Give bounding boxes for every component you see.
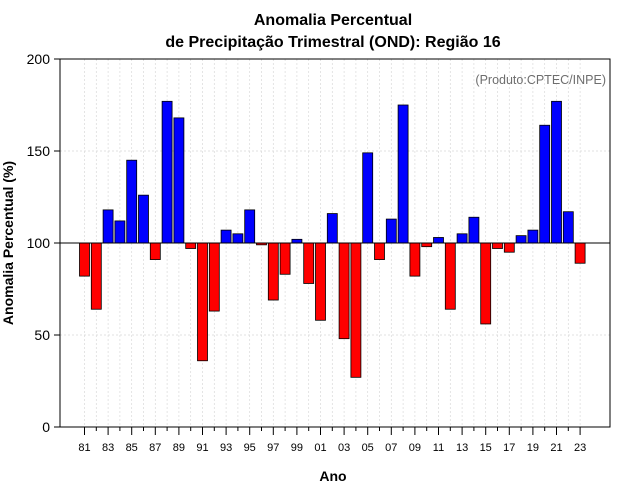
x-tick-label: 99 — [291, 442, 303, 454]
x-tick-label: 17 — [503, 442, 515, 454]
bar-1986 — [138, 194, 149, 244]
bar-2006 — [374, 242, 385, 260]
bar-2022 — [562, 211, 574, 244]
bar-2001 — [315, 242, 326, 321]
bar-2009 — [409, 242, 421, 277]
x-axis-title: Ano — [319, 468, 346, 484]
y-tick-label: 50 — [34, 327, 50, 343]
x-tick-label: 05 — [362, 442, 374, 454]
x-tick-label: 13 — [456, 442, 468, 454]
x-tick-label: 19 — [527, 442, 539, 454]
bar-2013 — [456, 233, 468, 244]
bar-2000 — [303, 242, 315, 284]
x-tick-label: 09 — [409, 442, 421, 454]
plot-frame — [59, 58, 611, 428]
chart-title-line2: de Precipitação Trimestral (OND): Região… — [165, 34, 500, 51]
x-tick-label: 23 — [574, 442, 586, 454]
bar-2023 — [574, 242, 586, 264]
x-axis: 81 83 85 87 89 91 93 95 97 99 01 03 05 07 09 11 13 15 17 19… — [78, 427, 586, 454]
bar-1990 — [185, 242, 197, 249]
x-tick-label: 81 — [78, 442, 90, 454]
x-tick-label: 21 — [550, 442, 562, 454]
y-tick-label: 200 — [27, 51, 51, 67]
bar-2004 — [350, 242, 362, 378]
credit-label: (Produto:CPTEC/INPE) — [475, 73, 606, 87]
bar-1992 — [208, 242, 220, 312]
bar-1994 — [232, 233, 244, 244]
x-tick-label: 03 — [338, 442, 350, 454]
bar-1991 — [197, 242, 208, 362]
y-tick-label: 150 — [27, 143, 51, 159]
bar-1981 — [79, 242, 90, 277]
bar-2011 — [433, 237, 444, 244]
bar-2007 — [385, 218, 397, 244]
bar-1987 — [149, 242, 161, 260]
bar-2017 — [503, 242, 515, 253]
bar-1988 — [161, 100, 173, 244]
bar-1993 — [220, 229, 232, 244]
y-axis: 0 50 100 150 200 — [27, 51, 60, 435]
bar-1985 — [126, 159, 138, 244]
bar-2008 — [397, 104, 409, 244]
bar-2015 — [480, 242, 492, 325]
x-tick-label: 97 — [267, 442, 279, 454]
x-tick-label: 89 — [173, 442, 185, 454]
y-axis-title: Anomalia Percentual (%) — [0, 161, 16, 325]
bar-2020 — [539, 124, 551, 244]
chart-title-line1: Anomalia Percentual — [254, 12, 412, 29]
bar-1999 — [291, 238, 303, 244]
x-tick-label: 87 — [149, 442, 161, 454]
bar-1997 — [267, 242, 279, 301]
bar-2014 — [468, 216, 480, 244]
bar-2019 — [527, 229, 539, 244]
bar-1998 — [279, 242, 291, 275]
x-tick-label: 15 — [480, 442, 492, 454]
bar-2002 — [326, 213, 338, 244]
bar-1995 — [244, 209, 256, 244]
x-tick-label: 83 — [102, 442, 114, 454]
x-tick-label: 91 — [196, 442, 208, 454]
y-tick-label: 100 — [27, 235, 51, 251]
bar-2012 — [444, 242, 456, 310]
y-tick-label: 0 — [42, 419, 50, 435]
bar-2005 — [362, 152, 374, 244]
bar-2016 — [492, 242, 503, 249]
bar-2021 — [551, 100, 562, 244]
bar-2018 — [515, 235, 527, 244]
x-tick-label: 11 — [433, 442, 444, 454]
bar-1982 — [90, 242, 102, 310]
x-tick-label: 07 — [385, 442, 397, 454]
x-tick-label: 01 — [314, 442, 326, 454]
x-tick-label: 95 — [244, 442, 256, 454]
bar-1983 — [102, 209, 114, 244]
bar-1984 — [114, 220, 126, 244]
bars — [79, 100, 586, 378]
bar-2010 — [421, 242, 433, 248]
x-tick-label: 85 — [126, 442, 138, 454]
bar-1989 — [173, 117, 185, 244]
bar-2003 — [338, 242, 350, 340]
x-tick-label: 93 — [220, 442, 232, 454]
